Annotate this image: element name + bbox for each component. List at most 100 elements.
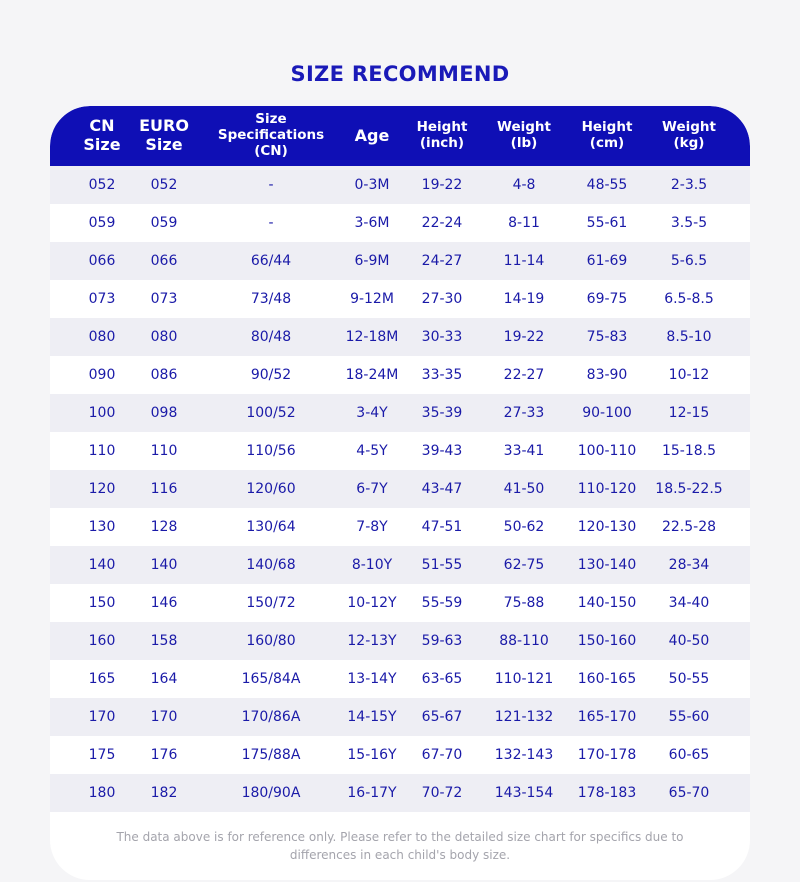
cell-weight-kg: 22.5-28 bbox=[661, 519, 717, 535]
cell-weight-kg: 8.5-10 bbox=[666, 329, 712, 345]
cell-age: 3-6M bbox=[354, 215, 390, 231]
table-row: 052 052 - 0-3M 19-22 4-8 48-55 2-3.5 bbox=[50, 166, 750, 204]
cell-height-inch: 65-67 bbox=[421, 709, 463, 725]
table-row: 059 059 - 3-6M 22-24 8-11 55-61 3.5-5 bbox=[50, 204, 750, 242]
table-row: 080 080 80/48 12-18M 30-33 19-22 75-83 8.5-10 bbox=[50, 318, 750, 356]
cell-height-cm: 150-160 bbox=[577, 633, 637, 649]
cell-cn-size: 073 bbox=[88, 291, 116, 307]
cell-euro-size: 059 bbox=[150, 215, 178, 231]
cell-euro-size: 164 bbox=[150, 671, 178, 687]
table-row: 130 128 130/64 7-8Y 47-51 50-62 120-130 22.5-28 bbox=[50, 508, 750, 546]
cell-cn-size: 059 bbox=[88, 215, 116, 231]
cell-size-specifications: 175/88A bbox=[241, 747, 301, 763]
table-body: 052 052 - 0-3M 19-22 4-8 48-55 2-3.5 059 059 - 3-6M… bbox=[50, 166, 750, 812]
cell-cn-size: 175 bbox=[88, 747, 116, 763]
cell-cn-size: 052 bbox=[88, 177, 116, 193]
cell-cn-size: 160 bbox=[88, 633, 116, 649]
note-line-1: The data above is for reference only. Pl… bbox=[116, 830, 684, 844]
cell-height-cm: 170-178 bbox=[577, 747, 637, 763]
cell-weight-kg: 55-60 bbox=[668, 709, 710, 725]
cell-weight-kg: 65-70 bbox=[668, 785, 710, 801]
cell-height-inch: 33-35 bbox=[421, 367, 463, 383]
cell-height-cm: 165-170 bbox=[577, 709, 637, 725]
cell-weight-lb: 22-27 bbox=[503, 367, 545, 383]
cell-euro-size: 158 bbox=[150, 633, 178, 649]
cell-height-cm: 130-140 bbox=[577, 557, 637, 573]
table-row: 100 098 100/52 3-4Y 35-39 27-33 90-100 12-15 bbox=[50, 394, 750, 432]
note-line-2: differences in each child's body size. bbox=[289, 848, 511, 862]
table-row: 140 140 140/68 8-10Y 51-55 62-75 130-140 28-34 bbox=[50, 546, 750, 584]
cell-size-specifications: 165/84A bbox=[241, 671, 301, 687]
cell-weight-lb: 75-88 bbox=[503, 595, 545, 611]
cell-height-inch: 55-59 bbox=[421, 595, 463, 611]
cell-age: 14-15Y bbox=[347, 709, 397, 725]
cell-height-inch: 70-72 bbox=[421, 785, 463, 801]
cell-euro-size: 146 bbox=[150, 595, 178, 611]
cell-cn-size: 150 bbox=[88, 595, 116, 611]
cell-size-specifications: 100/52 bbox=[246, 405, 296, 421]
cell-height-inch: 19-22 bbox=[421, 177, 463, 193]
page-title: SIZE RECOMMEND bbox=[290, 62, 510, 86]
cell-height-inch: 30-33 bbox=[421, 329, 463, 345]
table-row: 170 170 170/86A 14-15Y 65-67 121-132 165-170 55… bbox=[50, 698, 750, 736]
table-row: 165 164 165/84A 13-14Y 63-65 110-121 160-165 50… bbox=[50, 660, 750, 698]
table-row: 110 110 110/56 4-5Y 39-43 33-41 100-110 15-18.5 bbox=[50, 432, 750, 470]
cell-weight-lb: 88-110 bbox=[499, 633, 549, 649]
cell-height-cm: 61-69 bbox=[586, 253, 628, 269]
cell-weight-lb: 121-132 bbox=[494, 709, 554, 725]
cell-age: 3-4Y bbox=[356, 405, 388, 421]
cell-age: 8-10Y bbox=[351, 557, 393, 573]
table-row: 175 176 175/88A 15-16Y 67-70 132-143 170-178 60… bbox=[50, 736, 750, 774]
header-euro-size: EURO Size bbox=[139, 116, 189, 154]
cell-weight-kg: 40-50 bbox=[668, 633, 710, 649]
size-chart-card: CN Size EURO Size Size Specifications (CN)… bbox=[50, 106, 750, 880]
header-weight-lb: Weight (lb) bbox=[497, 119, 551, 151]
cell-euro-size: 052 bbox=[150, 177, 178, 193]
table-header: CN Size EURO Size Size Specifications (CN)… bbox=[50, 106, 750, 166]
cell-weight-kg: 15-18.5 bbox=[661, 443, 717, 459]
reference-note: The data above is for reference only. Pl… bbox=[50, 828, 750, 864]
cell-height-cm: 48-55 bbox=[586, 177, 628, 193]
cell-height-cm: 160-165 bbox=[577, 671, 637, 687]
cell-weight-kg: 34-40 bbox=[668, 595, 710, 611]
cell-weight-lb: 4-8 bbox=[512, 177, 536, 193]
cell-weight-kg: 12-15 bbox=[668, 405, 710, 421]
cell-euro-size: 086 bbox=[150, 367, 178, 383]
cell-weight-lb: 19-22 bbox=[503, 329, 545, 345]
cell-euro-size: 066 bbox=[150, 253, 178, 269]
cell-weight-kg: 2-3.5 bbox=[670, 177, 708, 193]
cell-age: 15-16Y bbox=[347, 747, 397, 763]
cell-size-specifications: 130/64 bbox=[246, 519, 296, 535]
cell-cn-size: 130 bbox=[88, 519, 116, 535]
cell-weight-lb: 27-33 bbox=[503, 405, 545, 421]
cell-height-inch: 51-55 bbox=[421, 557, 463, 573]
cell-age: 4-5Y bbox=[356, 443, 388, 459]
cell-size-specifications: - bbox=[268, 215, 274, 231]
cell-height-inch: 59-63 bbox=[421, 633, 463, 649]
cell-size-specifications: 80/48 bbox=[250, 329, 292, 345]
cell-height-cm: 55-61 bbox=[586, 215, 628, 231]
cell-size-specifications: 110/56 bbox=[246, 443, 296, 459]
cell-height-inch: 35-39 bbox=[421, 405, 463, 421]
cell-euro-size: 116 bbox=[150, 481, 178, 497]
cell-size-specifications: 73/48 bbox=[250, 291, 292, 307]
cell-weight-kg: 10-12 bbox=[668, 367, 710, 383]
cell-cn-size: 180 bbox=[88, 785, 116, 801]
cell-size-specifications: 150/72 bbox=[246, 595, 296, 611]
cell-size-specifications: 170/86A bbox=[241, 709, 301, 725]
table-row: 150 146 150/72 10-12Y 55-59 75-88 140-150 34-40 bbox=[50, 584, 750, 622]
header-cn-size: CN Size bbox=[83, 116, 121, 154]
cell-weight-lb: 41-50 bbox=[503, 481, 545, 497]
cell-age: 16-17Y bbox=[347, 785, 397, 801]
cell-age: 12-18M bbox=[345, 329, 399, 345]
cell-euro-size: 176 bbox=[150, 747, 178, 763]
cell-size-specifications: 120/60 bbox=[246, 481, 296, 497]
cell-height-cm: 75-83 bbox=[586, 329, 628, 345]
table-row: 120 116 120/60 6-7Y 43-47 41-50 110-120 18.5-22… bbox=[50, 470, 750, 508]
cell-weight-kg: 50-55 bbox=[668, 671, 710, 687]
cell-cn-size: 170 bbox=[88, 709, 116, 725]
cell-height-cm: 83-90 bbox=[586, 367, 628, 383]
cell-weight-lb: 11-14 bbox=[503, 253, 545, 269]
cell-age: 13-14Y bbox=[347, 671, 397, 687]
cell-size-specifications: - bbox=[268, 177, 274, 193]
